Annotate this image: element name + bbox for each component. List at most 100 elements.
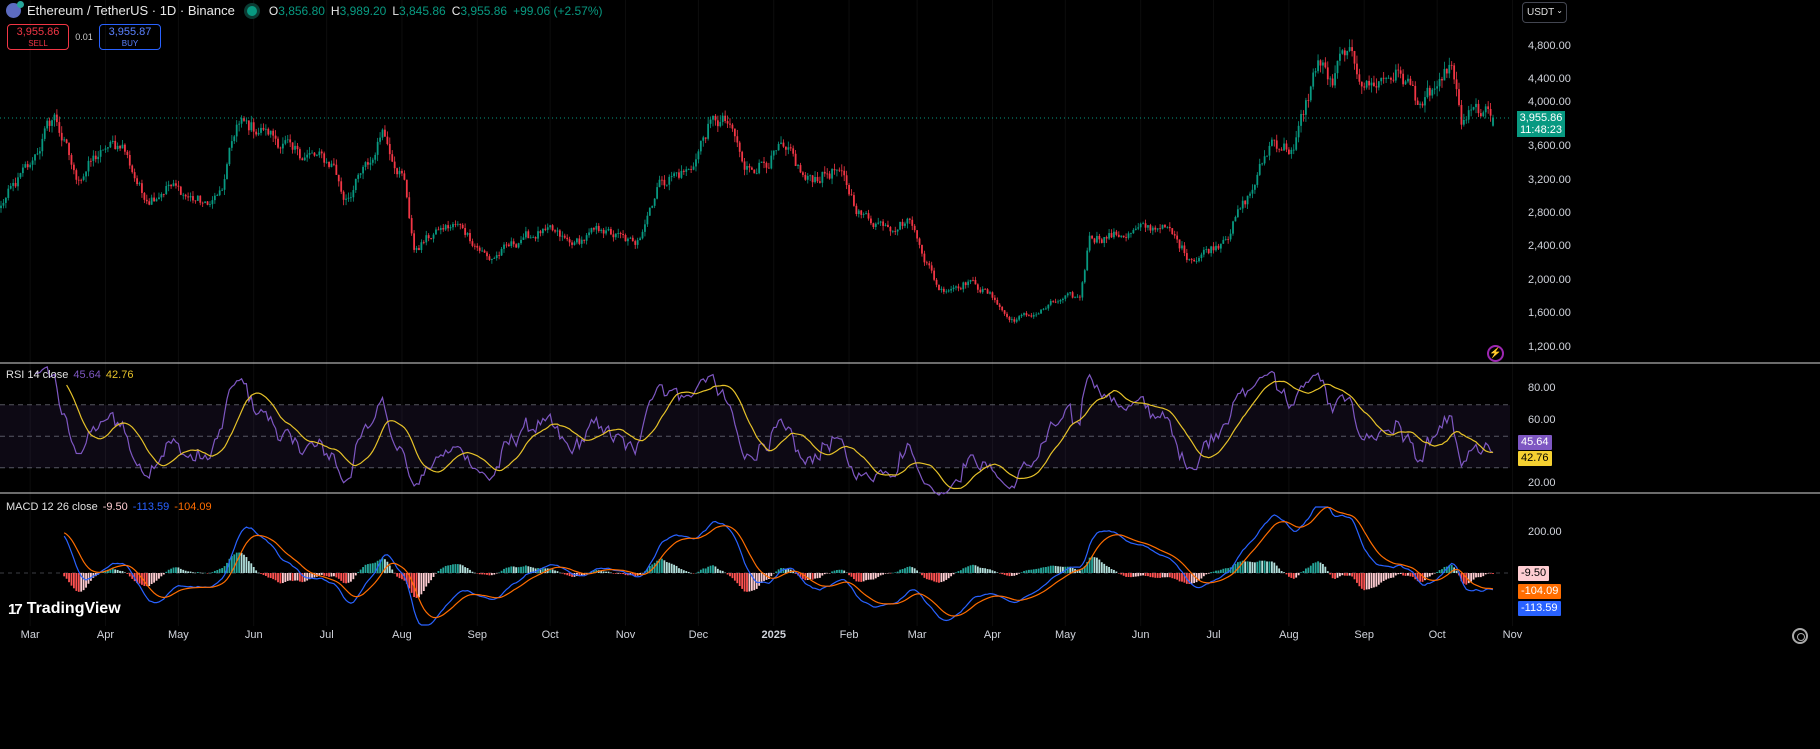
candle-body xyxy=(1105,237,1108,239)
candle-body xyxy=(782,142,785,147)
candle-body xyxy=(709,119,712,124)
candle-body xyxy=(850,194,853,196)
macd-histogram-bar xyxy=(787,569,790,573)
candle-body xyxy=(240,118,243,124)
candle-body xyxy=(1317,60,1319,72)
macd-histogram-bar xyxy=(1071,567,1074,573)
macd-histogram-bar xyxy=(498,572,501,574)
macd-histogram-bar xyxy=(950,573,953,577)
symbol-title[interactable]: Ethereum / TetherUS · 1D · Binance xyxy=(27,3,235,18)
price-tick-label: 4,800.00 xyxy=(1528,40,1571,52)
macd-histogram-bar xyxy=(544,568,547,573)
candle-body xyxy=(619,233,622,234)
macd-histogram-bar xyxy=(1047,566,1050,573)
candle-body xyxy=(678,172,680,178)
candle-body xyxy=(284,140,287,144)
macd-histogram-bar xyxy=(1394,573,1397,576)
macd-histogram-bar xyxy=(821,573,824,576)
candle-body xyxy=(14,182,17,187)
currency-select[interactable]: USDT ⌄ xyxy=(1522,2,1567,23)
macd-histogram-bar xyxy=(1222,568,1225,573)
candle-body xyxy=(1049,301,1052,305)
tradingview-logo[interactable]: 17 TradingView xyxy=(8,600,121,618)
macd-histogram-bar xyxy=(469,569,471,573)
macd-histogram-bar xyxy=(425,573,428,587)
candle-body xyxy=(1134,228,1137,230)
candle-body xyxy=(41,138,44,152)
macd-histogram-bar xyxy=(896,571,899,573)
macd-histogram-bar xyxy=(743,573,746,592)
time-tick-label: Nov xyxy=(615,629,636,641)
candle-body xyxy=(1280,149,1283,151)
macd-histogram-bar xyxy=(1200,573,1203,579)
macd-histogram-bar xyxy=(840,569,843,573)
macd-histogram-bar xyxy=(500,570,503,573)
candle-body xyxy=(262,127,265,130)
candle-body xyxy=(34,154,36,161)
candle-body xyxy=(1424,97,1426,106)
macd-histogram-bar xyxy=(153,573,155,583)
macd-histogram-bar xyxy=(782,568,785,573)
macd-histogram-bar xyxy=(882,573,884,575)
macd-histogram-bar xyxy=(1339,573,1341,577)
candle-body xyxy=(699,140,702,152)
candle-body xyxy=(493,258,496,259)
candle-body xyxy=(945,291,948,293)
candle-body xyxy=(381,129,384,138)
macd-histogram-bar xyxy=(1244,561,1247,573)
candle-body xyxy=(583,239,586,241)
candle-body xyxy=(1407,78,1409,82)
settings-icon[interactable] xyxy=(1792,628,1808,644)
macd-histogram-bar xyxy=(381,558,384,573)
macd-histogram-bar xyxy=(1183,573,1186,583)
market-status-icon[interactable] xyxy=(246,5,257,16)
rsi-legend[interactable]: RSI 14 close 45.64 42.76 xyxy=(6,369,133,381)
candle-body xyxy=(1373,82,1375,87)
macd-histogram-bar xyxy=(1040,567,1042,573)
candle-body xyxy=(964,282,967,286)
candle-body xyxy=(393,161,396,169)
candle-body xyxy=(767,167,770,169)
macd-histogram-bar xyxy=(1390,573,1392,578)
macd-histogram-bar xyxy=(527,566,530,573)
macd-histogram-bar xyxy=(641,573,644,574)
macd-pane xyxy=(0,506,1510,626)
candle-body xyxy=(707,123,710,139)
lightning-icon[interactable]: ⚡ xyxy=(1487,345,1504,362)
candle-body xyxy=(121,144,124,149)
buy-button[interactable]: 3,955.87 BUY xyxy=(99,24,161,50)
macd-histogram-bar xyxy=(505,567,508,573)
macd-histogram-bar xyxy=(770,573,773,577)
ethereum-logo-icon xyxy=(6,1,24,18)
macd-histogram-bar xyxy=(245,557,248,573)
candle-body xyxy=(306,154,309,158)
macd-histogram-bar xyxy=(325,573,328,577)
candle-body xyxy=(124,144,126,152)
candle-body xyxy=(1433,88,1436,90)
candle-body xyxy=(153,197,155,202)
candle-body xyxy=(731,124,734,129)
candle-body xyxy=(865,213,867,215)
candle-body xyxy=(367,162,369,165)
candle-body xyxy=(1115,231,1118,235)
quantity[interactable]: 0.01 xyxy=(75,32,93,42)
candle-body xyxy=(233,136,236,142)
candle-body xyxy=(653,198,656,206)
candle-body xyxy=(1431,89,1434,96)
symbol-header[interactable]: Ethereum / TetherUS · 1D · Binance O3,85… xyxy=(6,1,603,18)
candle-body xyxy=(576,238,578,243)
macd-histogram-bar xyxy=(989,569,991,573)
macd-histogram-bar xyxy=(1487,573,1490,574)
macd-legend[interactable]: MACD 12 26 close -9.50 -113.59 -104.09 xyxy=(6,501,212,513)
macd-histogram-bar xyxy=(945,573,948,580)
candle-body xyxy=(162,194,165,195)
sell-button[interactable]: 3,955.86 SELL xyxy=(7,24,69,50)
candle-body xyxy=(415,247,418,250)
macd-histogram-bar xyxy=(211,572,214,573)
candle-body xyxy=(894,231,897,232)
macd-histogram-bar xyxy=(828,573,831,574)
candle-body xyxy=(478,247,481,251)
candle-body xyxy=(1224,239,1227,240)
candle-body xyxy=(1083,270,1086,283)
